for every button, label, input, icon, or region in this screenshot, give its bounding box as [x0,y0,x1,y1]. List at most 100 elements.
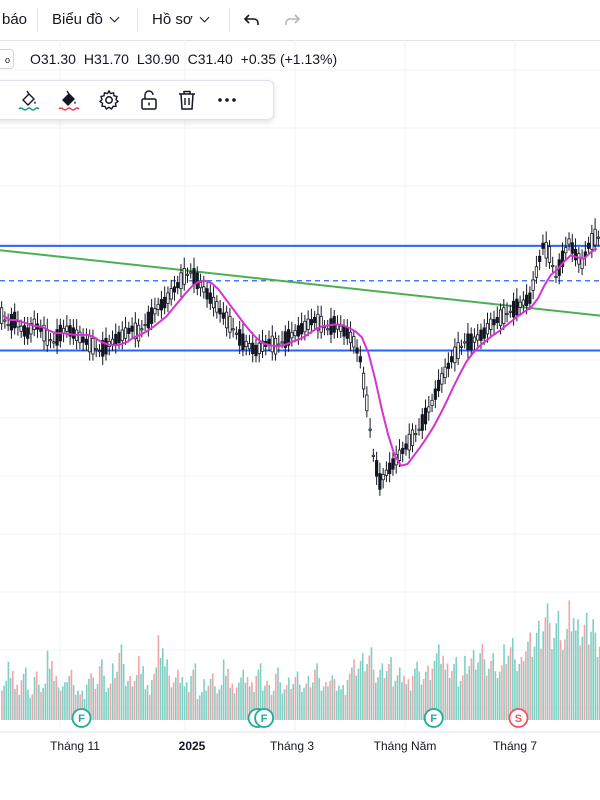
volume-bar [475,669,477,720]
candle-body [463,341,467,344]
volume-bar [585,612,588,720]
volume-bar [381,663,384,720]
candle-body [114,333,118,346]
more-icon[interactable] [215,88,239,112]
volume-bar [240,677,242,720]
fill-color-icon[interactable] [17,88,41,112]
event-marker[interactable]: F [423,708,444,728]
candle-body [348,331,353,344]
volume-bar [470,658,473,720]
volume-bar [592,619,594,720]
candle-body [280,341,284,344]
candle-body [319,316,323,333]
candle-body [368,428,372,431]
alerts-button[interactable]: báo [2,9,27,31]
volume-bar [296,671,299,720]
candle-body [136,324,141,342]
candle-body [202,286,206,293]
candle-body [479,329,483,341]
profile-menu-button[interactable]: Hồ sơ [152,9,210,31]
volume-bar [188,692,190,720]
candle-body [492,319,496,326]
candle-body [378,473,382,490]
candle-body [498,309,503,327]
volume-bar [261,690,264,720]
volume-bar [488,668,490,720]
volume-bar [551,649,553,720]
legend-toggle-icon[interactable]: o [0,49,14,69]
volume-bar [259,663,262,720]
event-marker[interactable]: F [254,708,275,728]
volume-bar [79,694,81,720]
candle-body [309,319,314,326]
volume-bar [372,669,375,720]
volume-bar [516,671,518,720]
candle-body [401,447,405,454]
event-marker-circle [508,708,529,728]
volume-bar [581,636,584,720]
event-marker[interactable]: F [71,708,92,728]
candle-body [270,335,274,353]
volume-bar [66,682,68,720]
volume-bar [27,689,29,720]
candle-body [476,334,480,341]
volume-bar [309,687,312,720]
volume-bar [590,631,592,720]
volume-bar [566,629,568,720]
candle-body [257,342,261,354]
volume-bar [572,618,575,720]
volume-bar [277,667,279,720]
volume-bar [16,685,18,720]
volume-bar [490,660,492,720]
candle-body [97,350,102,353]
candle-body [436,379,441,392]
candle-body [225,311,229,329]
volume-bar [405,684,408,720]
candle-body [472,336,477,343]
volume-bar [207,685,210,720]
redo-icon[interactable] [282,10,302,30]
event-marker-circle [423,708,444,728]
volume-bar [133,680,136,720]
volume-bar [142,666,144,720]
candle-body [381,474,385,481]
candle-body [205,288,209,300]
candle-body [352,336,356,348]
candle-body [179,272,183,289]
unlock-icon[interactable] [137,88,161,112]
event-marker-label: F [78,713,85,725]
candle-body [48,339,53,342]
candle-body [78,331,82,344]
candle-body [443,366,447,378]
event-marker[interactable]: S [508,708,529,728]
line-color-icon[interactable] [57,88,81,112]
volume-bar [457,686,460,720]
chevron-down-icon [199,12,210,23]
candle-body [482,327,486,339]
volume-bar [505,664,508,720]
chart-menu-button[interactable]: Biểu đồ [52,9,120,31]
volume-bar [507,655,510,720]
volume-bar [316,663,318,720]
candle-body [384,469,389,476]
candle-body [485,323,490,335]
volume-bar [190,675,192,720]
profile-menu-label: Hồ sơ [152,11,193,28]
volume-bar [98,666,101,720]
candle-body [303,320,307,333]
candle-body [65,325,69,332]
trash-icon[interactable] [175,88,199,112]
candle-body [296,325,300,337]
volume-bar [366,664,368,720]
volume-bar [509,647,512,720]
volume-bar [148,694,151,720]
undo-icon[interactable] [242,10,262,30]
gear-icon[interactable] [97,88,121,112]
candle-body [459,345,464,348]
volume-bar [244,682,247,720]
volume-bar [492,653,494,720]
volume-bar [5,680,8,720]
volume-bar [205,690,208,720]
volume-bar [375,682,377,720]
